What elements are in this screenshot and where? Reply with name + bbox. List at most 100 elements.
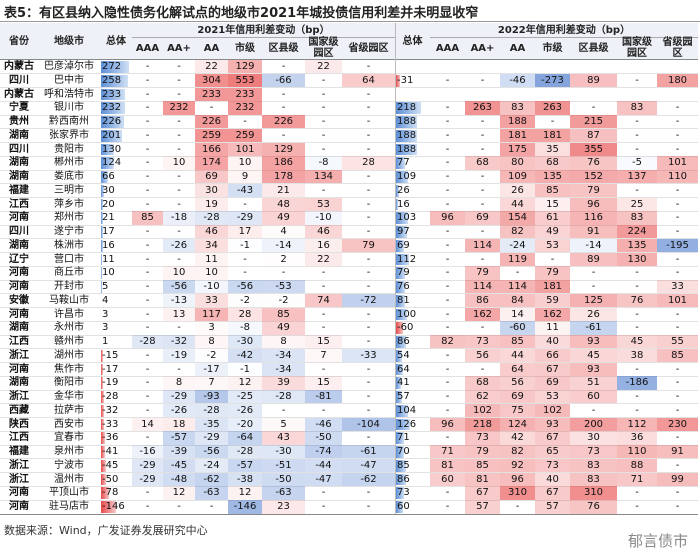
- value-cell: 67: [546, 363, 559, 375]
- heat-cell: [570, 128, 617, 143]
- value-cell: -56: [170, 281, 188, 293]
- heat-cell: [262, 197, 305, 212]
- total-bar: [101, 349, 103, 362]
- value-cell: 263: [472, 102, 493, 114]
- value-cell: 19: [205, 198, 218, 210]
- value-cell: 304: [201, 74, 222, 86]
- value-cell: -28: [139, 336, 156, 348]
- heat-cell: [163, 348, 195, 363]
- row-rule: [0, 348, 698, 349]
- heat-cell: [535, 225, 570, 239]
- value-cell: -: [515, 501, 520, 513]
- province: 河南: [9, 267, 29, 279]
- heat-cell: [262, 335, 305, 349]
- heat-cell: [163, 376, 195, 391]
- city: 商丘市: [54, 267, 84, 279]
- heat-cell: [228, 142, 262, 157]
- total-bar: [101, 184, 105, 197]
- value-cell: 43: [277, 432, 290, 444]
- value-cell: 188: [397, 129, 417, 141]
- value-cell: 17: [238, 226, 252, 238]
- value-cell: -: [366, 88, 371, 100]
- total-bar: [396, 418, 411, 431]
- city: 遂宁市: [54, 226, 84, 238]
- value-cell: -: [145, 253, 150, 265]
- value-cell: 134: [313, 171, 334, 183]
- value-cell: 53: [317, 198, 330, 210]
- total-bar: [396, 157, 405, 170]
- value-cell: 85: [511, 336, 524, 348]
- value-cell: 3: [102, 308, 109, 320]
- total-bar: [101, 404, 105, 417]
- heat-cell: [500, 472, 535, 487]
- value-cell: 21: [102, 212, 115, 224]
- value-cell: 79: [476, 446, 489, 458]
- heat-cell: [305, 417, 342, 432]
- value-cell: 116: [583, 212, 604, 224]
- row-rule: [0, 252, 698, 253]
- heat-cell: [617, 376, 657, 391]
- total-bar: [101, 129, 122, 142]
- city: 西安市: [54, 418, 84, 430]
- value-cell: 67: [476, 487, 489, 499]
- total-bar: [101, 459, 106, 472]
- province: 四川: [9, 143, 29, 155]
- value-cell: 23: [277, 501, 290, 513]
- row-rule: [0, 485, 698, 487]
- city: 黔西南州: [49, 116, 89, 128]
- heat-cell: [262, 238, 305, 253]
- value-cell: 16: [102, 239, 115, 251]
- value-cell: -: [675, 184, 680, 196]
- value-cell: 129: [235, 61, 255, 72]
- heat-cell: [570, 183, 617, 198]
- column-header: AA: [509, 42, 526, 54]
- heat-cell: [163, 390, 195, 404]
- heat-cell: [163, 307, 195, 322]
- total-bar: [101, 157, 114, 170]
- value-cell: 30: [102, 184, 115, 196]
- heat-cell: [430, 458, 465, 473]
- value-cell: -: [145, 116, 150, 128]
- value-cell: -: [366, 404, 371, 416]
- value-cell: -66: [275, 74, 292, 86]
- heat-cell: [617, 225, 657, 239]
- heat-cell: [228, 225, 262, 239]
- value-cell: -: [480, 171, 485, 183]
- heat-cell: [465, 472, 500, 487]
- total-bar: [396, 116, 418, 128]
- heat-cell: [195, 73, 228, 88]
- heat-cell: [228, 445, 262, 459]
- total-bar: [101, 198, 104, 211]
- value-cell: -2: [240, 294, 250, 306]
- value-cell: -195: [666, 239, 689, 251]
- province: 河南: [9, 501, 29, 513]
- heat-cell: [535, 183, 570, 198]
- value-cell: 102: [542, 404, 563, 416]
- value-cell: 61: [546, 212, 559, 224]
- heat-cell: [262, 348, 305, 363]
- value-cell: 33: [205, 294, 218, 306]
- value-cell: -: [635, 129, 639, 141]
- heat-cell: [657, 73, 698, 88]
- value-cell: 67: [546, 487, 559, 499]
- heat-cell: [132, 417, 163, 432]
- value-cell: -72: [360, 294, 377, 306]
- heat-cell: [305, 335, 342, 349]
- city: 许昌市: [54, 308, 84, 320]
- value-cell: 178: [273, 171, 294, 183]
- value-cell: -24: [509, 239, 526, 251]
- heat-cell: [570, 335, 617, 349]
- total-bar: [396, 308, 408, 321]
- value-cell: 97: [397, 226, 410, 238]
- city: 泉州市: [54, 446, 84, 458]
- heat-cell: [535, 403, 570, 418]
- heat-cell: [228, 60, 262, 74]
- value-cell: 79: [476, 267, 489, 279]
- value-cell: -45: [170, 459, 188, 471]
- province: 浙江: [9, 391, 29, 403]
- province: 湖南: [9, 322, 29, 334]
- total-bar: [396, 501, 403, 513]
- heat-cell: [262, 500, 305, 514]
- total-bar: [101, 239, 103, 252]
- value-cell: 26: [397, 184, 410, 196]
